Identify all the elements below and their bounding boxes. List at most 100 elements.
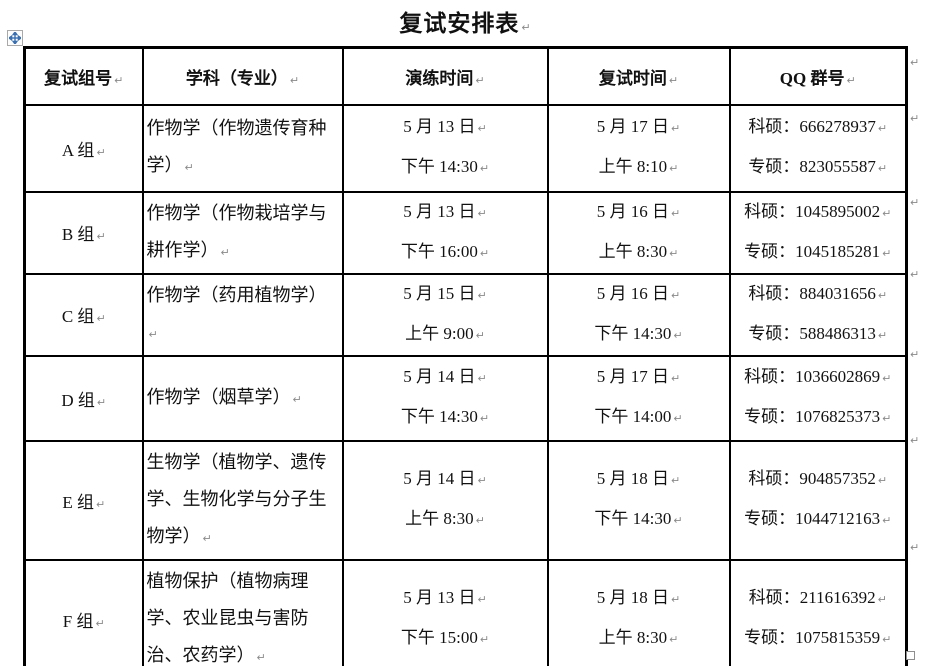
end-of-cell-mark: ↵ [477, 593, 487, 606]
subject-text: 生物学（植物学、遗传学、生物化学与分子生物学） [146, 451, 327, 546]
end-of-cell-mark: ↵ [477, 474, 487, 487]
end-of-cell-mark: ↵ [289, 73, 300, 87]
drill-date: 5 月 14 日 [403, 469, 476, 488]
drill-date: 5 月 15 日 [403, 283, 476, 303]
group-label: D 组 [61, 390, 95, 410]
retest-date: 5 月 17 日 [596, 367, 670, 386]
drill-time-cell[interactable]: 5 月 14 日 ↵ 上午 8:30 ↵ [341, 439, 549, 561]
header-retest-time[interactable]: 复试时间 ↵ [546, 46, 731, 106]
drill-time: 上午 9:00 [405, 323, 474, 343]
qq-cell[interactable]: 科硕：1045895002 ↵ 专硕：1045185281 ↵ [728, 190, 908, 275]
drill-date: 5 月 13 日 [403, 117, 476, 136]
end-of-cell-mark: ↵ [477, 122, 487, 135]
end-of-cell-mark: ↵ [673, 328, 683, 342]
drill-time: 下午 14:30 [400, 407, 478, 426]
subject-cell[interactable]: 生物学（植物学、遗传学、生物化学与分子生物学） ↵ [141, 439, 344, 561]
qq-keshuo: 科硕：904857352 [748, 469, 876, 488]
subject-cell[interactable]: 作物学（烟草学） ↵ [141, 354, 344, 442]
group-label: F 组 [62, 611, 94, 631]
qq-zhuanshuo: 专硕：1076825373 [744, 407, 881, 426]
end-of-cell-mark: ↵ [877, 162, 888, 175]
qq-cell[interactable]: 科硕：1036602869 ↵ 专硕：1076825373 ↵ [728, 354, 908, 442]
header-retest-label: 复试时间 [598, 68, 667, 88]
subject-text: 植物保护（植物病理学、农业昆虫与害防治、农药学） [146, 570, 309, 665]
drill-time-cell[interactable]: 5 月 13 日 ↵ 下午 16:00 ↵ [341, 190, 549, 275]
end-of-cell-mark: ↵ [292, 392, 302, 406]
header-qq-group[interactable]: QQ 群号 ↵ [728, 46, 908, 106]
table-move-handle-icon[interactable] [7, 30, 23, 46]
qq-zhuanshuo: 专硕：588486313 [748, 323, 876, 343]
drill-time-cell[interactable]: 5 月 14 日 ↵ 下午 14:30 ↵ [341, 354, 549, 442]
end-of-cell-mark: ↵ [477, 372, 487, 385]
qq-zhuanshuo: 专硕：823055587 [748, 157, 876, 176]
group-label: C 组 [61, 307, 95, 326]
end-of-cell-mark: ↵ [477, 206, 487, 220]
end-of-cell-mark: ↵ [882, 372, 892, 385]
group-cell[interactable]: C 组 ↵ [23, 272, 144, 357]
group-label: B 组 [61, 225, 95, 244]
retest-time-cell[interactable]: 5 月 16 日 ↵ 上午 8:30 ↵ [546, 190, 731, 275]
drill-time: 下午 16:00 [400, 241, 478, 261]
end-of-cell-mark: ↵ [95, 497, 106, 511]
retest-time-cell[interactable]: 5 月 18 日 ↵ 上午 8:30 ↵ [546, 558, 731, 666]
subject-cell[interactable]: 作物学（药用植物学） ↵ [141, 272, 344, 357]
qq-keshuo: 科硕：1036602869 [744, 367, 881, 386]
end-of-cell-mark: ↵ [671, 288, 681, 302]
end-of-row-mark: ↵ [910, 112, 920, 125]
table-row-group-c: C 组 ↵ 作物学（药用植物学）↵ 5 月 15 日 ↵ 上午 9:00 ↵ 5 月 … [23, 272, 908, 357]
retest-time-cell[interactable]: 5 月 18 日 ↵ 下午 14:30 ↵ [546, 439, 731, 561]
end-of-cell-mark: ↵ [671, 206, 681, 220]
retest-time-cell[interactable]: 5 月 17 日 ↵ 上午 8:10 ↵ [546, 103, 731, 193]
schedule-table: 复试组号 ↵ 学科（专业） ↵ 演练时间 ↵ 复试时间 ↵ QQ 群号 ↵ A 组 ↵ 作物… [23, 46, 908, 666]
drill-time-cell[interactable]: 5 月 13 日 ↵ 下午 14:30 ↵ [341, 103, 549, 193]
end-of-cell-mark: ↵ [479, 246, 490, 260]
table-resize-handle[interactable] [906, 651, 915, 660]
retest-date: 5 月 18 日 [596, 469, 670, 488]
qq-keshuo: 科硕：666278937 [748, 117, 876, 136]
qq-cell[interactable]: 科硕：211616392 ↵ 专硕：1075815359 ↵ [728, 558, 908, 666]
header-drill-time[interactable]: 演练时间 ↵ [341, 46, 549, 106]
drill-date: 5 月 14 日 [403, 367, 476, 386]
group-cell[interactable]: F 组 ↵ [23, 558, 144, 666]
end-of-cell-mark: ↵ [668, 73, 679, 87]
group-cell[interactable]: B 组 ↵ [23, 190, 144, 275]
retest-date: 5 月 16 日 [596, 201, 670, 221]
drill-time: 上午 8:30 [405, 509, 474, 528]
group-cell[interactable]: E 组 ↵ [23, 439, 144, 561]
drill-time-cell[interactable]: 5 月 13 日 ↵ 下午 15:00 ↵ [341, 558, 549, 666]
end-of-cell-mark: ↵ [202, 531, 212, 545]
end-of-cell-mark: ↵ [256, 650, 266, 664]
group-cell[interactable]: D 组 ↵ [23, 354, 144, 442]
header-group[interactable]: 复试组号 ↵ [23, 46, 144, 106]
subject-cell[interactable]: 作物学（作物遗传育种学） ↵ [141, 103, 344, 193]
end-of-cell-mark: ↵ [114, 73, 124, 87]
qq-cell[interactable]: 科硕：884031656 ↵ 专硕：588486313 ↵ [728, 272, 908, 357]
end-of-cell-mark: ↵ [882, 246, 892, 260]
end-of-cell-mark: ↵ [877, 288, 888, 302]
group-label: E 组 [62, 492, 94, 512]
drill-time-cell[interactable]: 5 月 15 日 ↵ 上午 9:00 ↵ [341, 272, 549, 357]
table-row-group-a: A 组 ↵ 作物学（作物遗传育种学） ↵ 5 月 13 日 ↵ 下午 14:30 ↵ 5… [23, 103, 908, 193]
subject-cell[interactable]: 作物学（作物栽培学与耕作学） ↵ [141, 190, 344, 275]
end-of-row-mark: ↵ [910, 56, 920, 69]
header-subject[interactable]: 学科（专业） ↵ [141, 46, 344, 106]
subject-cell[interactable]: 植物保护（植物病理学、农业昆虫与害防治、农药学） ↵ [141, 558, 344, 666]
end-of-cell-mark: ↵ [882, 412, 892, 425]
qq-cell[interactable]: 科硕：666278937 ↵ 专硕：823055587 ↵ [728, 103, 908, 193]
end-of-cell-mark: ↵ [148, 327, 158, 341]
drill-time: 下午 15:00 [400, 628, 478, 647]
retest-time: 上午 8:30 [598, 241, 668, 261]
end-of-cell-mark: ↵ [184, 161, 194, 174]
end-of-cell-mark: ↵ [475, 514, 485, 527]
subject-text: 作物学（作物遗传育种学） [146, 118, 327, 175]
retest-time-cell[interactable]: 5 月 16 日 ↵ 下午 14:30 ↵ [546, 272, 731, 357]
end-of-cell-mark: ↵ [96, 145, 106, 159]
header-group-label: 复试组号 [44, 68, 113, 88]
end-of-cell-mark: ↵ [96, 395, 107, 409]
end-of-cell-mark: ↵ [673, 514, 683, 527]
retest-time: 下午 14:30 [594, 509, 672, 528]
retest-time-cell[interactable]: 5 月 17 日 ↵ 下午 14:00 ↵ [546, 354, 731, 442]
qq-cell[interactable]: 科硕：904857352 ↵ 专硕：1044712163 ↵ [728, 439, 908, 561]
end-of-cell-mark: ↵ [877, 474, 888, 487]
group-cell[interactable]: A 组 ↵ [23, 103, 144, 193]
